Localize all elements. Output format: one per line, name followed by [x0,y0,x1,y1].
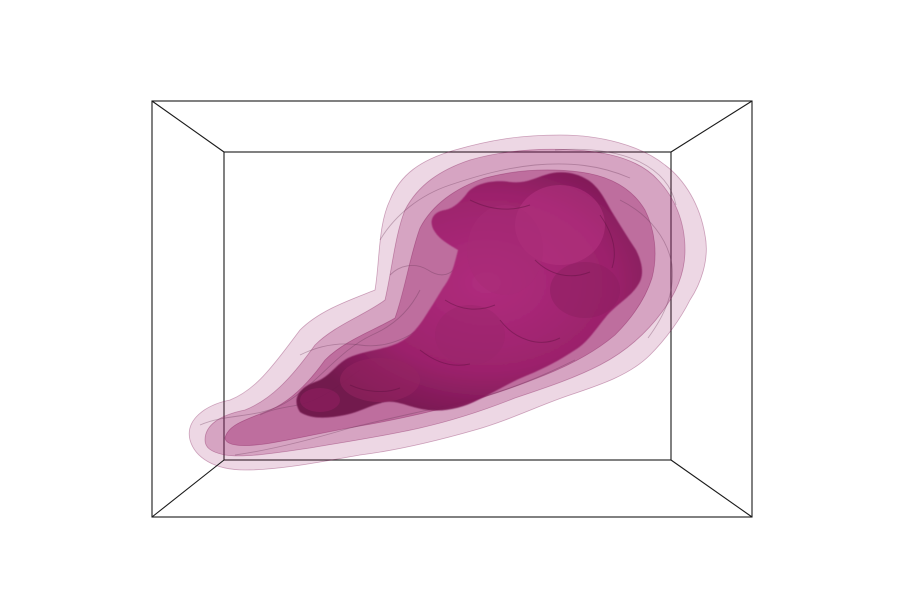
isosurface-contours [199,148,677,456]
box-edge [670,459,753,518]
core-lobe [515,185,605,265]
core-lobe [467,205,543,295]
contour-line [234,359,576,456]
contour-line [379,163,631,241]
box-back-face [223,151,672,461]
box-edge [151,100,225,153]
bounding-box-front [151,100,753,518]
contour-line [619,199,673,339]
box-edge [151,459,225,518]
box-front-face [151,100,753,518]
core-shading-lines [349,199,615,393]
bounding-box-back [223,151,672,461]
contour-line [389,264,459,276]
box-edge [670,100,753,153]
core-lobe [340,358,420,402]
contour-line [199,289,421,426]
core-lobe [300,388,340,412]
isosurface-core [296,172,643,418]
core-lobe [435,305,505,365]
core-lobe [550,262,620,318]
contour-line [299,329,419,356]
contour-line [554,148,677,206]
